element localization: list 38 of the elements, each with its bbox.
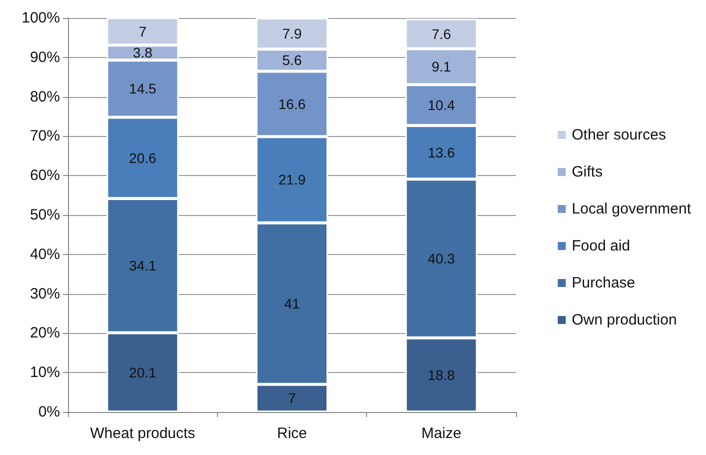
data-label: 10.4 <box>428 97 456 114</box>
y-tick-label: 20% <box>30 324 60 342</box>
y-tick-label: 60% <box>30 167 60 184</box>
data-label: 7.9 <box>282 26 302 42</box>
y-tick-label: 10% <box>30 364 60 382</box>
legend-label: Local government <box>572 200 692 218</box>
data-label: 34.1 <box>129 258 157 274</box>
data-label: 14.5 <box>129 80 157 97</box>
x-tick-label: Maize <box>421 425 462 442</box>
y-tick-label: 30% <box>30 285 60 302</box>
data-label: 40.3 <box>428 250 456 267</box>
legend-label: Food aid <box>572 238 630 254</box>
legend-label: Gifts <box>572 164 603 180</box>
data-label: 18.8 <box>428 366 456 383</box>
y-tick-label: 40% <box>30 246 60 263</box>
data-label: 20.1 <box>129 364 157 380</box>
legend-label: Other sources <box>572 126 666 144</box>
y-tick-label: 0% <box>38 404 60 420</box>
x-tick-label: Rice <box>276 425 308 442</box>
data-label: 16.6 <box>278 96 306 112</box>
data-label: 41 <box>284 296 300 312</box>
y-tick-label: 100% <box>22 10 60 26</box>
data-label: 3.8 <box>132 44 153 61</box>
y-tick-label: 90% <box>30 48 60 66</box>
data-label: 21.9 <box>278 172 306 188</box>
data-label: 7 <box>288 390 296 406</box>
x-tick-label: Wheat products <box>90 425 196 442</box>
data-label: 5.6 <box>282 52 302 68</box>
data-label: 7 <box>138 23 147 40</box>
legend-label: Purchase <box>572 274 636 292</box>
data-label: 7.6 <box>432 26 452 42</box>
legend-label: Own production <box>572 312 677 328</box>
data-label: 20.6 <box>129 150 157 166</box>
y-tick-label: 70% <box>30 128 60 145</box>
y-tick-label: 50% <box>30 206 60 224</box>
data-label: 13.6 <box>428 144 456 160</box>
data-label: 9.1 <box>432 58 452 75</box>
y-tick-label: 80% <box>30 88 60 106</box>
